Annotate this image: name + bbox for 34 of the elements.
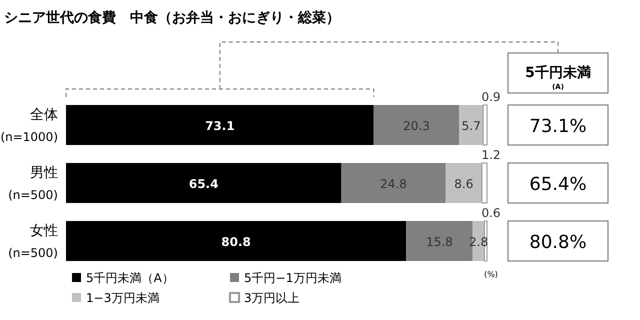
bar [459, 105, 484, 145]
legend-label: 1−3万円未満 [86, 291, 160, 305]
text: 80.8% [529, 232, 587, 253]
text: 5千円未満 [525, 64, 591, 81]
bar [66, 221, 406, 261]
legend-label: 5千円未満（A） [86, 271, 174, 285]
data-label: 0.9 [481, 90, 501, 104]
data-label: 24.8 [380, 177, 407, 191]
text: 73.1% [529, 116, 587, 137]
y-tick-label: 全体 (n=1000) [0, 107, 58, 144]
data-label: 2.8 [469, 235, 488, 249]
data-label: 8.6 [454, 177, 474, 191]
y-tick-label: 男性 (n=500) [8, 165, 58, 202]
bar [66, 163, 342, 203]
bar [341, 163, 446, 203]
data-label: 15.8 [426, 235, 453, 249]
data-label: 5.7 [462, 119, 481, 133]
data-label: 73.1 [205, 119, 235, 133]
legend-label: 3万円以上 [244, 291, 300, 305]
data-label: 0.6 [481, 206, 501, 220]
y-tick-label: 女性 (n=500) [8, 223, 58, 260]
data-label: 80.8 [221, 235, 251, 249]
text: 65.4% [529, 174, 587, 195]
legend-label: 5千円−1万円未満 [244, 271, 342, 285]
bar [66, 105, 374, 145]
data-label: 65.4 [188, 177, 218, 191]
chart-title: シニア世代の食費 中食（お弁当・おにぎり・総菜） [4, 10, 340, 26]
bar [374, 105, 460, 145]
data-label: 1.2 [481, 148, 501, 162]
bar [482, 104, 488, 146]
data-label: 20.3 [403, 119, 430, 133]
bar [446, 163, 482, 203]
bar [481, 162, 488, 204]
annotation: (%) [484, 270, 498, 279]
